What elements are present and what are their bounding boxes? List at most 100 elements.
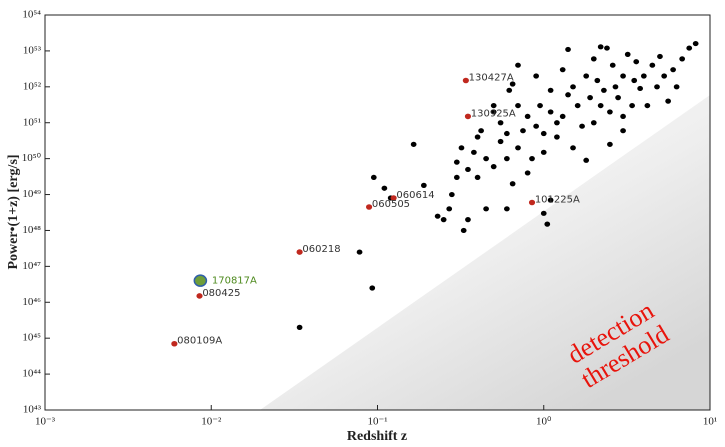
point xyxy=(483,156,489,162)
point xyxy=(474,134,481,140)
y-tick-label: 10⁵² xyxy=(23,80,42,92)
point xyxy=(604,45,610,51)
point xyxy=(474,174,481,181)
point xyxy=(509,181,516,187)
point xyxy=(554,120,560,126)
y-tick-label: 10⁵⁰ xyxy=(22,152,42,164)
point xyxy=(570,84,576,90)
y-tick-label: 10⁵⁴ xyxy=(22,9,41,21)
point xyxy=(620,128,626,134)
point xyxy=(601,87,607,93)
point xyxy=(440,217,447,223)
point xyxy=(620,73,626,79)
point xyxy=(583,73,590,79)
point xyxy=(515,62,521,68)
point xyxy=(540,149,547,155)
point xyxy=(692,40,699,47)
point xyxy=(420,182,427,188)
point xyxy=(193,274,208,287)
point xyxy=(624,51,631,57)
y-tick-label: 10⁴⁷ xyxy=(22,260,41,272)
point xyxy=(370,174,377,181)
x-tick-label: 10⁻¹ xyxy=(367,416,387,428)
point xyxy=(590,120,597,126)
point xyxy=(637,85,643,92)
point xyxy=(537,102,543,109)
point xyxy=(597,44,604,50)
point xyxy=(465,217,471,223)
point xyxy=(665,98,671,104)
point xyxy=(465,166,471,173)
point xyxy=(446,206,453,212)
point xyxy=(620,113,626,120)
point xyxy=(657,53,663,60)
y-tick-label: 10⁴⁵ xyxy=(22,332,41,344)
x-tick-label: 10⁻³ xyxy=(35,416,56,428)
y-tick-label: 10⁴³ xyxy=(23,404,42,416)
x-tick-label: 10⁰ xyxy=(536,416,552,428)
point xyxy=(410,141,417,147)
point xyxy=(574,102,581,109)
point xyxy=(296,324,303,330)
y-tick-label: 10⁴⁸ xyxy=(22,224,41,236)
point xyxy=(686,45,693,51)
point xyxy=(547,197,554,203)
point xyxy=(504,156,510,162)
point xyxy=(629,102,635,109)
point xyxy=(544,221,551,227)
point xyxy=(509,81,516,87)
point xyxy=(460,227,467,234)
point xyxy=(597,102,604,109)
point xyxy=(661,73,668,79)
point xyxy=(607,141,613,147)
point xyxy=(533,123,540,129)
x-axis-label: Redshift z xyxy=(347,429,407,444)
point xyxy=(649,62,656,68)
point xyxy=(612,84,619,90)
point xyxy=(453,174,460,181)
point xyxy=(528,199,536,206)
point xyxy=(529,156,535,162)
point xyxy=(171,340,178,347)
point xyxy=(381,185,388,191)
point xyxy=(607,109,613,115)
point xyxy=(504,130,510,137)
point xyxy=(579,123,585,129)
point xyxy=(524,113,531,120)
point xyxy=(673,84,680,90)
point xyxy=(679,56,686,62)
point xyxy=(464,113,472,120)
x-tick-label: 10⁻² xyxy=(201,416,222,428)
point xyxy=(654,84,660,90)
point xyxy=(559,113,566,120)
point xyxy=(590,56,597,62)
point xyxy=(490,102,497,109)
point xyxy=(490,164,497,170)
point xyxy=(570,145,576,151)
point xyxy=(453,159,460,165)
point xyxy=(640,73,647,79)
point xyxy=(471,149,477,155)
point-label: 080425 xyxy=(202,288,240,299)
point-label: 080109A xyxy=(177,336,222,347)
point xyxy=(644,102,651,109)
point-label: 060505 xyxy=(372,199,410,210)
point xyxy=(609,62,616,68)
point xyxy=(458,145,465,151)
point xyxy=(540,130,547,137)
point xyxy=(520,128,526,134)
point xyxy=(587,95,593,101)
point xyxy=(448,191,455,198)
point-label: 130925A xyxy=(471,108,516,119)
point xyxy=(633,59,640,65)
point xyxy=(631,77,638,84)
point-label: 130427A xyxy=(469,72,514,83)
point-label: 170817A xyxy=(212,276,257,287)
point xyxy=(497,138,504,145)
point xyxy=(478,128,484,134)
point xyxy=(554,134,560,140)
point xyxy=(504,206,510,212)
point xyxy=(565,92,571,98)
point xyxy=(434,213,441,219)
